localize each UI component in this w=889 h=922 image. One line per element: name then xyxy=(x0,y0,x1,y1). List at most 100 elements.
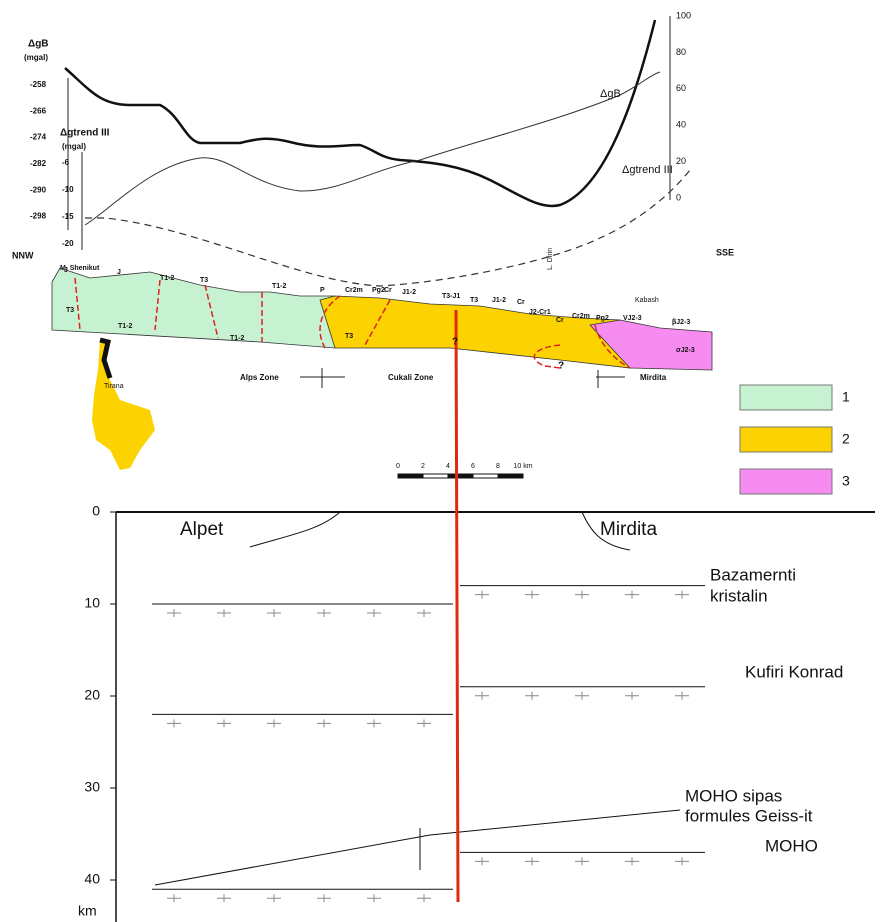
layer-hatch xyxy=(575,591,589,599)
layer-hatch xyxy=(367,719,381,727)
figure: ΔgB (mgal) Δgtrend III (mgal) -258 -266 -2… xyxy=(0,0,889,922)
layer-hatch xyxy=(625,591,639,599)
tick-label: -298 xyxy=(30,212,47,221)
layer-hatch xyxy=(675,591,689,599)
legend-swatch xyxy=(740,469,832,494)
dashed-curve xyxy=(85,170,690,286)
scale-label: 6 xyxy=(471,463,475,470)
depth-tick-label: 10 xyxy=(84,595,100,611)
tick-label: -6 xyxy=(62,158,70,167)
scale-bar xyxy=(473,474,498,478)
unit-label: T3 xyxy=(200,277,208,284)
unit-label: T1-2 xyxy=(272,283,287,290)
curve-label: ΔgB xyxy=(600,88,621,100)
legend-label: 1 xyxy=(842,389,850,405)
layer-hatch xyxy=(525,692,539,700)
albania-map xyxy=(92,340,155,470)
axis-unit: (mgal) xyxy=(62,142,86,151)
unit-label: Cr xyxy=(384,287,392,294)
tick-label: 80 xyxy=(676,47,686,57)
scale-bar xyxy=(423,474,448,478)
scale-bar xyxy=(448,474,473,478)
direction: SSE xyxy=(716,247,734,257)
unit-label: Cr xyxy=(556,317,564,324)
unit-1 xyxy=(52,268,335,348)
legend-label: 3 xyxy=(842,473,850,489)
tick-label: -266 xyxy=(30,106,47,115)
place-label: L. Dirin xyxy=(547,248,554,270)
legend-swatch xyxy=(740,427,832,452)
tick-label: 20 xyxy=(676,156,686,166)
zone-marker xyxy=(596,370,625,388)
tick-label: -15 xyxy=(62,212,74,221)
layer-hatch xyxy=(475,591,489,599)
zone-label: Cukali Zone xyxy=(388,373,434,382)
depth-tick-label: 20 xyxy=(84,687,100,703)
scale-label: 4 xyxy=(446,463,450,470)
question-mark: ? xyxy=(558,361,564,372)
layer-hatch xyxy=(625,857,639,865)
layer-hatch xyxy=(525,591,539,599)
depth-tick-label: 30 xyxy=(84,779,100,795)
basin-curve xyxy=(250,512,340,547)
depth-tick-label: 40 xyxy=(84,871,100,887)
scale-label: 0 xyxy=(396,463,400,470)
profile-line xyxy=(456,310,458,902)
layer-hatch xyxy=(317,609,331,617)
layer-hatch xyxy=(475,857,489,865)
layer-label: Kufiri Konrad xyxy=(745,662,843,681)
legend-label: 2 xyxy=(842,431,850,447)
question-mark: ? xyxy=(452,337,458,348)
scale-label: 10 km xyxy=(513,463,532,470)
zone-marker xyxy=(300,368,345,388)
unit-label: T1-2 xyxy=(230,335,245,342)
axis-title: Δgtrend III xyxy=(60,128,110,139)
legend-swatch xyxy=(740,385,832,410)
curve-label: Δgtrend III xyxy=(622,164,673,176)
unit-label: βJ2-3 xyxy=(672,319,690,326)
unit-label: T3 xyxy=(470,297,478,304)
unit-label: J1-2 xyxy=(402,289,416,296)
layer-hatch xyxy=(417,894,431,902)
unit-label: Cr xyxy=(517,299,525,306)
layer-hatch xyxy=(217,894,231,902)
tick-label: -282 xyxy=(30,159,47,168)
layer-hatch xyxy=(167,609,181,617)
layer-hatch xyxy=(317,719,331,727)
trend-curve xyxy=(85,72,660,225)
layer-hatch xyxy=(417,609,431,617)
block-label: Alpet xyxy=(180,519,224,540)
layer-hatch xyxy=(217,719,231,727)
unit-label: T3 xyxy=(345,333,353,340)
tick-label: 60 xyxy=(676,83,686,93)
layer-hatch xyxy=(525,857,539,865)
place-label: M. Shenikut xyxy=(60,265,100,272)
axis-unit: (mgal) xyxy=(24,53,48,62)
scale-bar xyxy=(498,474,523,478)
tick-label: 0 xyxy=(676,192,681,202)
layer-hatch xyxy=(675,692,689,700)
layer-hatch xyxy=(167,894,181,902)
unit-label: Pg2 xyxy=(372,287,385,294)
unit-label: J1-2 xyxy=(492,297,506,304)
layer-label: MOHO xyxy=(765,836,818,855)
layer-hatch xyxy=(267,609,281,617)
depth-tick-label: 0 xyxy=(92,503,100,519)
block-label: Mirdita xyxy=(600,519,657,540)
layer-hatch xyxy=(317,894,331,902)
unit-label: Cr2m xyxy=(345,287,363,294)
layer-label: formules Geiss-it xyxy=(685,806,813,825)
unit-label: J2-Cr1 xyxy=(529,309,551,316)
layer-hatch xyxy=(367,609,381,617)
unit-label: T3-J1 xyxy=(442,293,460,300)
layer-hatch xyxy=(267,719,281,727)
direction: NNW xyxy=(12,250,34,260)
layer-hatch xyxy=(575,692,589,700)
tick-label: -258 xyxy=(30,80,47,89)
layer-hatch xyxy=(417,719,431,727)
unit-label: T1-2 xyxy=(118,323,133,330)
unit-label: Pg2 xyxy=(596,315,609,322)
layer-hatch xyxy=(575,857,589,865)
zone-label: Mirdita xyxy=(640,373,667,382)
unit-label: T3 xyxy=(66,307,74,314)
